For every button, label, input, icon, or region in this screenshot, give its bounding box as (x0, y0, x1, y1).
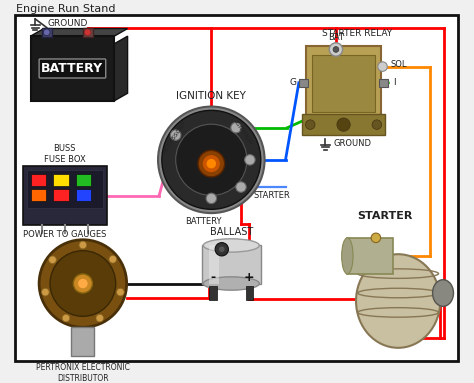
Bar (246, 286, 253, 300)
Circle shape (39, 240, 127, 327)
Ellipse shape (433, 280, 454, 306)
Circle shape (306, 120, 315, 129)
Bar (30, 36, 114, 101)
Bar (54, 174, 69, 185)
Ellipse shape (203, 277, 259, 290)
Circle shape (236, 182, 246, 192)
Text: PERTRONIX ELECTRONIC
DISTRIBUTOR: PERTRONIX ELECTRONIC DISTRIBUTOR (36, 363, 130, 383)
Ellipse shape (342, 238, 353, 274)
Text: BUSS
FUSE BOX: BUSS FUSE BOX (44, 144, 86, 164)
Bar (27, 170, 103, 208)
Bar (30, 174, 46, 185)
Circle shape (158, 106, 264, 213)
Circle shape (333, 47, 339, 52)
Circle shape (176, 124, 247, 195)
Text: ACCESSORY: ACCESSORY (162, 121, 188, 154)
Bar (23, 167, 107, 226)
Text: IGNITION: IGNITION (233, 119, 254, 146)
Text: BAT: BAT (328, 33, 344, 42)
Bar (347, 238, 393, 274)
Bar (30, 189, 46, 201)
Text: G: G (290, 78, 297, 87)
Text: BATTERY: BATTERY (41, 62, 103, 75)
Circle shape (44, 29, 50, 36)
Circle shape (96, 314, 103, 322)
Circle shape (245, 155, 255, 165)
Circle shape (378, 62, 387, 71)
Circle shape (219, 246, 225, 252)
Ellipse shape (203, 239, 259, 252)
Bar (210, 246, 219, 283)
Text: I: I (392, 78, 395, 87)
Text: BATTERY: BATTERY (185, 217, 222, 226)
Text: BALLAST: BALLAST (210, 227, 253, 237)
Circle shape (171, 130, 181, 140)
Circle shape (117, 288, 124, 296)
Circle shape (206, 193, 217, 204)
Circle shape (109, 255, 117, 263)
Bar (301, 114, 385, 135)
Bar (307, 46, 381, 131)
Text: POWER TO GAUGES: POWER TO GAUGES (23, 230, 107, 239)
Text: STARTER: STARTER (254, 191, 290, 200)
Bar (210, 286, 217, 300)
Circle shape (337, 118, 350, 131)
Text: Engine Run Stand: Engine Run Stand (16, 3, 116, 13)
Circle shape (371, 233, 381, 242)
Circle shape (62, 314, 70, 322)
Text: STARTER: STARTER (357, 211, 412, 221)
Circle shape (78, 279, 88, 288)
Polygon shape (30, 29, 128, 36)
Circle shape (50, 251, 116, 316)
Circle shape (203, 155, 220, 172)
Circle shape (372, 120, 382, 129)
Ellipse shape (356, 254, 440, 348)
Circle shape (42, 288, 49, 296)
Bar (72, 327, 94, 356)
Circle shape (231, 123, 241, 133)
Bar (83, 28, 93, 37)
Text: -: - (210, 272, 216, 285)
Text: SOL: SOL (390, 60, 407, 69)
Text: GROUND: GROUND (48, 19, 88, 28)
Text: IGNITION KEY: IGNITION KEY (176, 91, 246, 101)
Bar (76, 189, 91, 201)
Polygon shape (114, 36, 128, 101)
Circle shape (79, 241, 87, 249)
Text: GROUND: GROUND (333, 139, 371, 148)
Bar (202, 246, 261, 283)
Text: STARTER RELAY: STARTER RELAY (322, 29, 392, 38)
FancyBboxPatch shape (39, 59, 106, 78)
Circle shape (215, 242, 228, 256)
Text: +: + (244, 272, 255, 285)
Bar (54, 189, 69, 201)
Circle shape (73, 274, 92, 293)
Circle shape (329, 43, 343, 56)
Circle shape (49, 256, 56, 264)
Circle shape (198, 150, 225, 177)
Bar (379, 79, 388, 87)
Bar (76, 174, 91, 185)
Bar (312, 55, 375, 112)
Circle shape (162, 110, 261, 209)
Circle shape (84, 29, 91, 36)
Bar (42, 28, 53, 37)
Bar (299, 79, 309, 87)
Circle shape (207, 159, 216, 169)
